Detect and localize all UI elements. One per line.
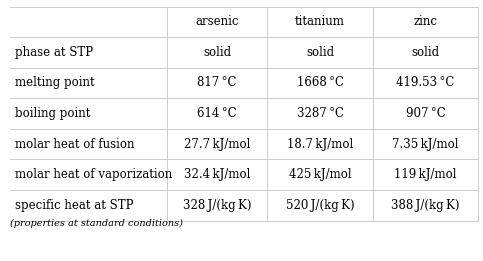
Text: 614 °C: 614 °C [197,107,237,120]
Text: 817 °C: 817 °C [197,76,237,90]
Text: 32.4 kJ/mol: 32.4 kJ/mol [184,168,250,181]
Text: 425 kJ/mol: 425 kJ/mol [289,168,351,181]
Text: boiling point: boiling point [15,107,91,120]
Text: 388 J/(kg K): 388 J/(kg K) [391,199,460,212]
Text: 27.7 kJ/mol: 27.7 kJ/mol [184,138,250,151]
Text: zinc: zinc [413,15,438,28]
Text: arsenic: arsenic [195,15,239,28]
Text: 907 °C: 907 °C [406,107,445,120]
Text: solid: solid [412,46,440,59]
Text: 520 J/(kg K): 520 J/(kg K) [286,199,355,212]
Text: 18.7 kJ/mol: 18.7 kJ/mol [287,138,353,151]
Text: molar heat of vaporization: molar heat of vaporization [15,168,173,181]
Text: phase at STP: phase at STP [15,46,94,59]
Text: 7.35 kJ/mol: 7.35 kJ/mol [392,138,459,151]
Text: melting point: melting point [15,76,95,90]
Text: solid: solid [203,46,231,59]
Text: 328 J/(kg K): 328 J/(kg K) [183,199,251,212]
Text: (properties at standard conditions): (properties at standard conditions) [10,219,183,228]
Text: 1668 °C: 1668 °C [297,76,343,90]
Text: 3287 °C: 3287 °C [297,107,343,120]
Text: specific heat at STP: specific heat at STP [15,199,134,212]
Text: titanium: titanium [295,15,345,28]
Text: 419.53 °C: 419.53 °C [396,76,455,90]
Text: molar heat of fusion: molar heat of fusion [15,138,135,151]
Text: solid: solid [306,46,334,59]
Text: 119 kJ/mol: 119 kJ/mol [394,168,457,181]
